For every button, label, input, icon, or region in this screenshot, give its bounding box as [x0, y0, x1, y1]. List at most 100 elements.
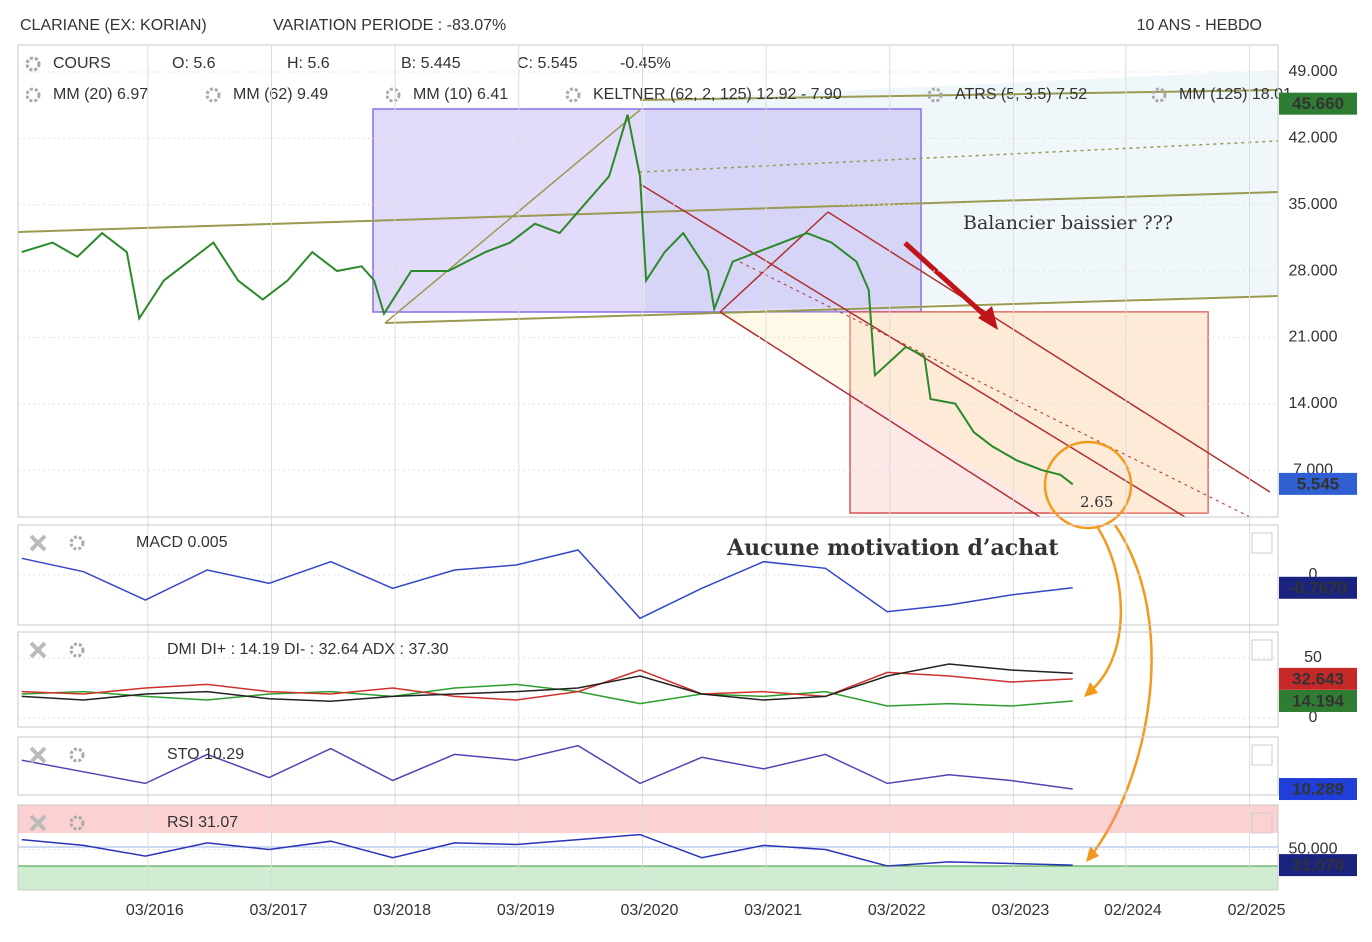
annotation: Aucune motivation d’achat [726, 535, 1059, 561]
gear-icon [69, 535, 85, 551]
badge-label: 31.070 [1292, 856, 1344, 875]
channel-line [719, 211, 829, 313]
close-icon [29, 641, 47, 659]
series-line [21, 549, 1073, 620]
series-line [21, 744, 1073, 790]
y-tick-label: 49.000 [1289, 63, 1338, 80]
gear-icon [25, 87, 41, 103]
y-tick-label: 28.000 [1289, 262, 1338, 279]
panel-label: MACD 0.005 [136, 534, 228, 551]
arrow-head [1084, 682, 1098, 697]
trend-line [639, 140, 1279, 173]
panel-frame [17, 631, 1279, 728]
legend-value: O: 5.6 [172, 55, 216, 72]
callout-arrow [1087, 527, 1122, 694]
indicator-label: MM (20) 6.97 [53, 86, 148, 103]
value-badge [1279, 778, 1357, 801]
value-badge [1279, 576, 1357, 599]
series-line [21, 663, 1073, 702]
gear-icon [69, 815, 85, 831]
series-line [21, 833, 1073, 867]
annotation: Balancier baissier ??? [963, 212, 1173, 234]
gear-icon [565, 87, 581, 103]
y-tick-label: 50.000 [1289, 841, 1338, 858]
close-icon [29, 814, 47, 832]
value-badge [1279, 854, 1357, 877]
series-line [21, 114, 1074, 486]
panel-frame [17, 44, 1279, 518]
legend-value: H: 5.6 [287, 55, 330, 72]
x-tick-label: 03/2016 [126, 902, 184, 919]
x-tick-label: 03/2019 [497, 902, 555, 919]
gear-icon [927, 87, 943, 103]
gear-icon [69, 747, 85, 763]
title: CLARIANE (EX: KORIAN) [20, 17, 207, 34]
indicator-label: MM (125) 18.01 [1179, 86, 1292, 103]
highlight-circle [1043, 440, 1133, 530]
x-tick-label: 03/2022 [868, 902, 926, 919]
badge-label: 10.289 [1292, 780, 1344, 799]
range-box [372, 108, 922, 313]
annotation: 2.65 [1080, 493, 1113, 511]
target-box [849, 311, 1209, 514]
channel-line [719, 311, 1041, 518]
channel-area [720, 312, 1208, 513]
y-tick-label: 42.000 [1289, 130, 1338, 147]
rsi-overbought-zone [18, 805, 1278, 833]
trend-line [17, 191, 1279, 233]
value-badge [1279, 92, 1357, 115]
close-icon [29, 534, 47, 552]
legend-value: -0.45% [620, 55, 671, 72]
value-badge [1279, 667, 1357, 690]
badge-label: -0.7670 [1289, 578, 1347, 597]
panel-frame [17, 804, 1279, 891]
y-tick-label: 14.000 [1289, 395, 1338, 412]
x-tick-label: 03/2018 [373, 902, 431, 919]
toggle-box [1251, 744, 1273, 766]
indicator-label: ATRS (5, 3.5) 7.52 [955, 86, 1087, 103]
series-line [21, 669, 1073, 701]
series-line [21, 683, 1073, 707]
value-badge [1279, 472, 1357, 495]
y-tick-label: 50 [1304, 649, 1322, 666]
arrow-head [1086, 846, 1099, 862]
value-badge [1279, 689, 1357, 712]
gear-icon [385, 87, 401, 103]
callout-arrow [1089, 524, 1153, 858]
indicator-label: KELTNER (62, 2, 125) 12.92 - 7.90 [593, 86, 842, 103]
legend-value: B: 5.445 [401, 55, 461, 72]
trend-line [384, 109, 641, 324]
trend-line [639, 89, 1279, 101]
gear-icon [205, 87, 221, 103]
close-icon [29, 746, 47, 764]
channel-line [827, 211, 1271, 493]
badge-label: 5.545 [1297, 474, 1340, 493]
indicator-label: MM (10) 6.41 [413, 86, 508, 103]
legend-value: C: 5.545 [517, 55, 578, 72]
badge-label: 14.194 [1292, 691, 1345, 710]
arrow [903, 241, 992, 322]
toggle-box [1251, 639, 1273, 661]
y-tick-label: 35.000 [1289, 196, 1338, 213]
x-tick-label: 03/2017 [250, 902, 308, 919]
y-tick-label: 21.000 [1289, 329, 1338, 346]
rsi-oversold-zone [18, 866, 1278, 890]
y-tick-label: 0 [1309, 709, 1318, 726]
period: 10 ANS - HEBDO [1137, 17, 1262, 34]
arrow-head [978, 306, 998, 330]
toggle-box [1251, 532, 1273, 554]
drawings [17, 70, 1279, 890]
toggle-box [1251, 812, 1273, 834]
legend-entry: COURS [53, 55, 111, 72]
trend-line [384, 295, 1279, 324]
panel-label: RSI 31.07 [167, 814, 238, 831]
x-tick-label: 02/2024 [1104, 902, 1162, 919]
badge-label: 32.643 [1292, 669, 1344, 688]
variation: VARIATION PERIODE : -83.07% [273, 17, 506, 34]
indicator-label: MM (62) 9.49 [233, 86, 328, 103]
fan-area [645, 70, 1278, 312]
y-tick-label: 0 [1309, 566, 1318, 583]
gear-icon [1151, 87, 1167, 103]
